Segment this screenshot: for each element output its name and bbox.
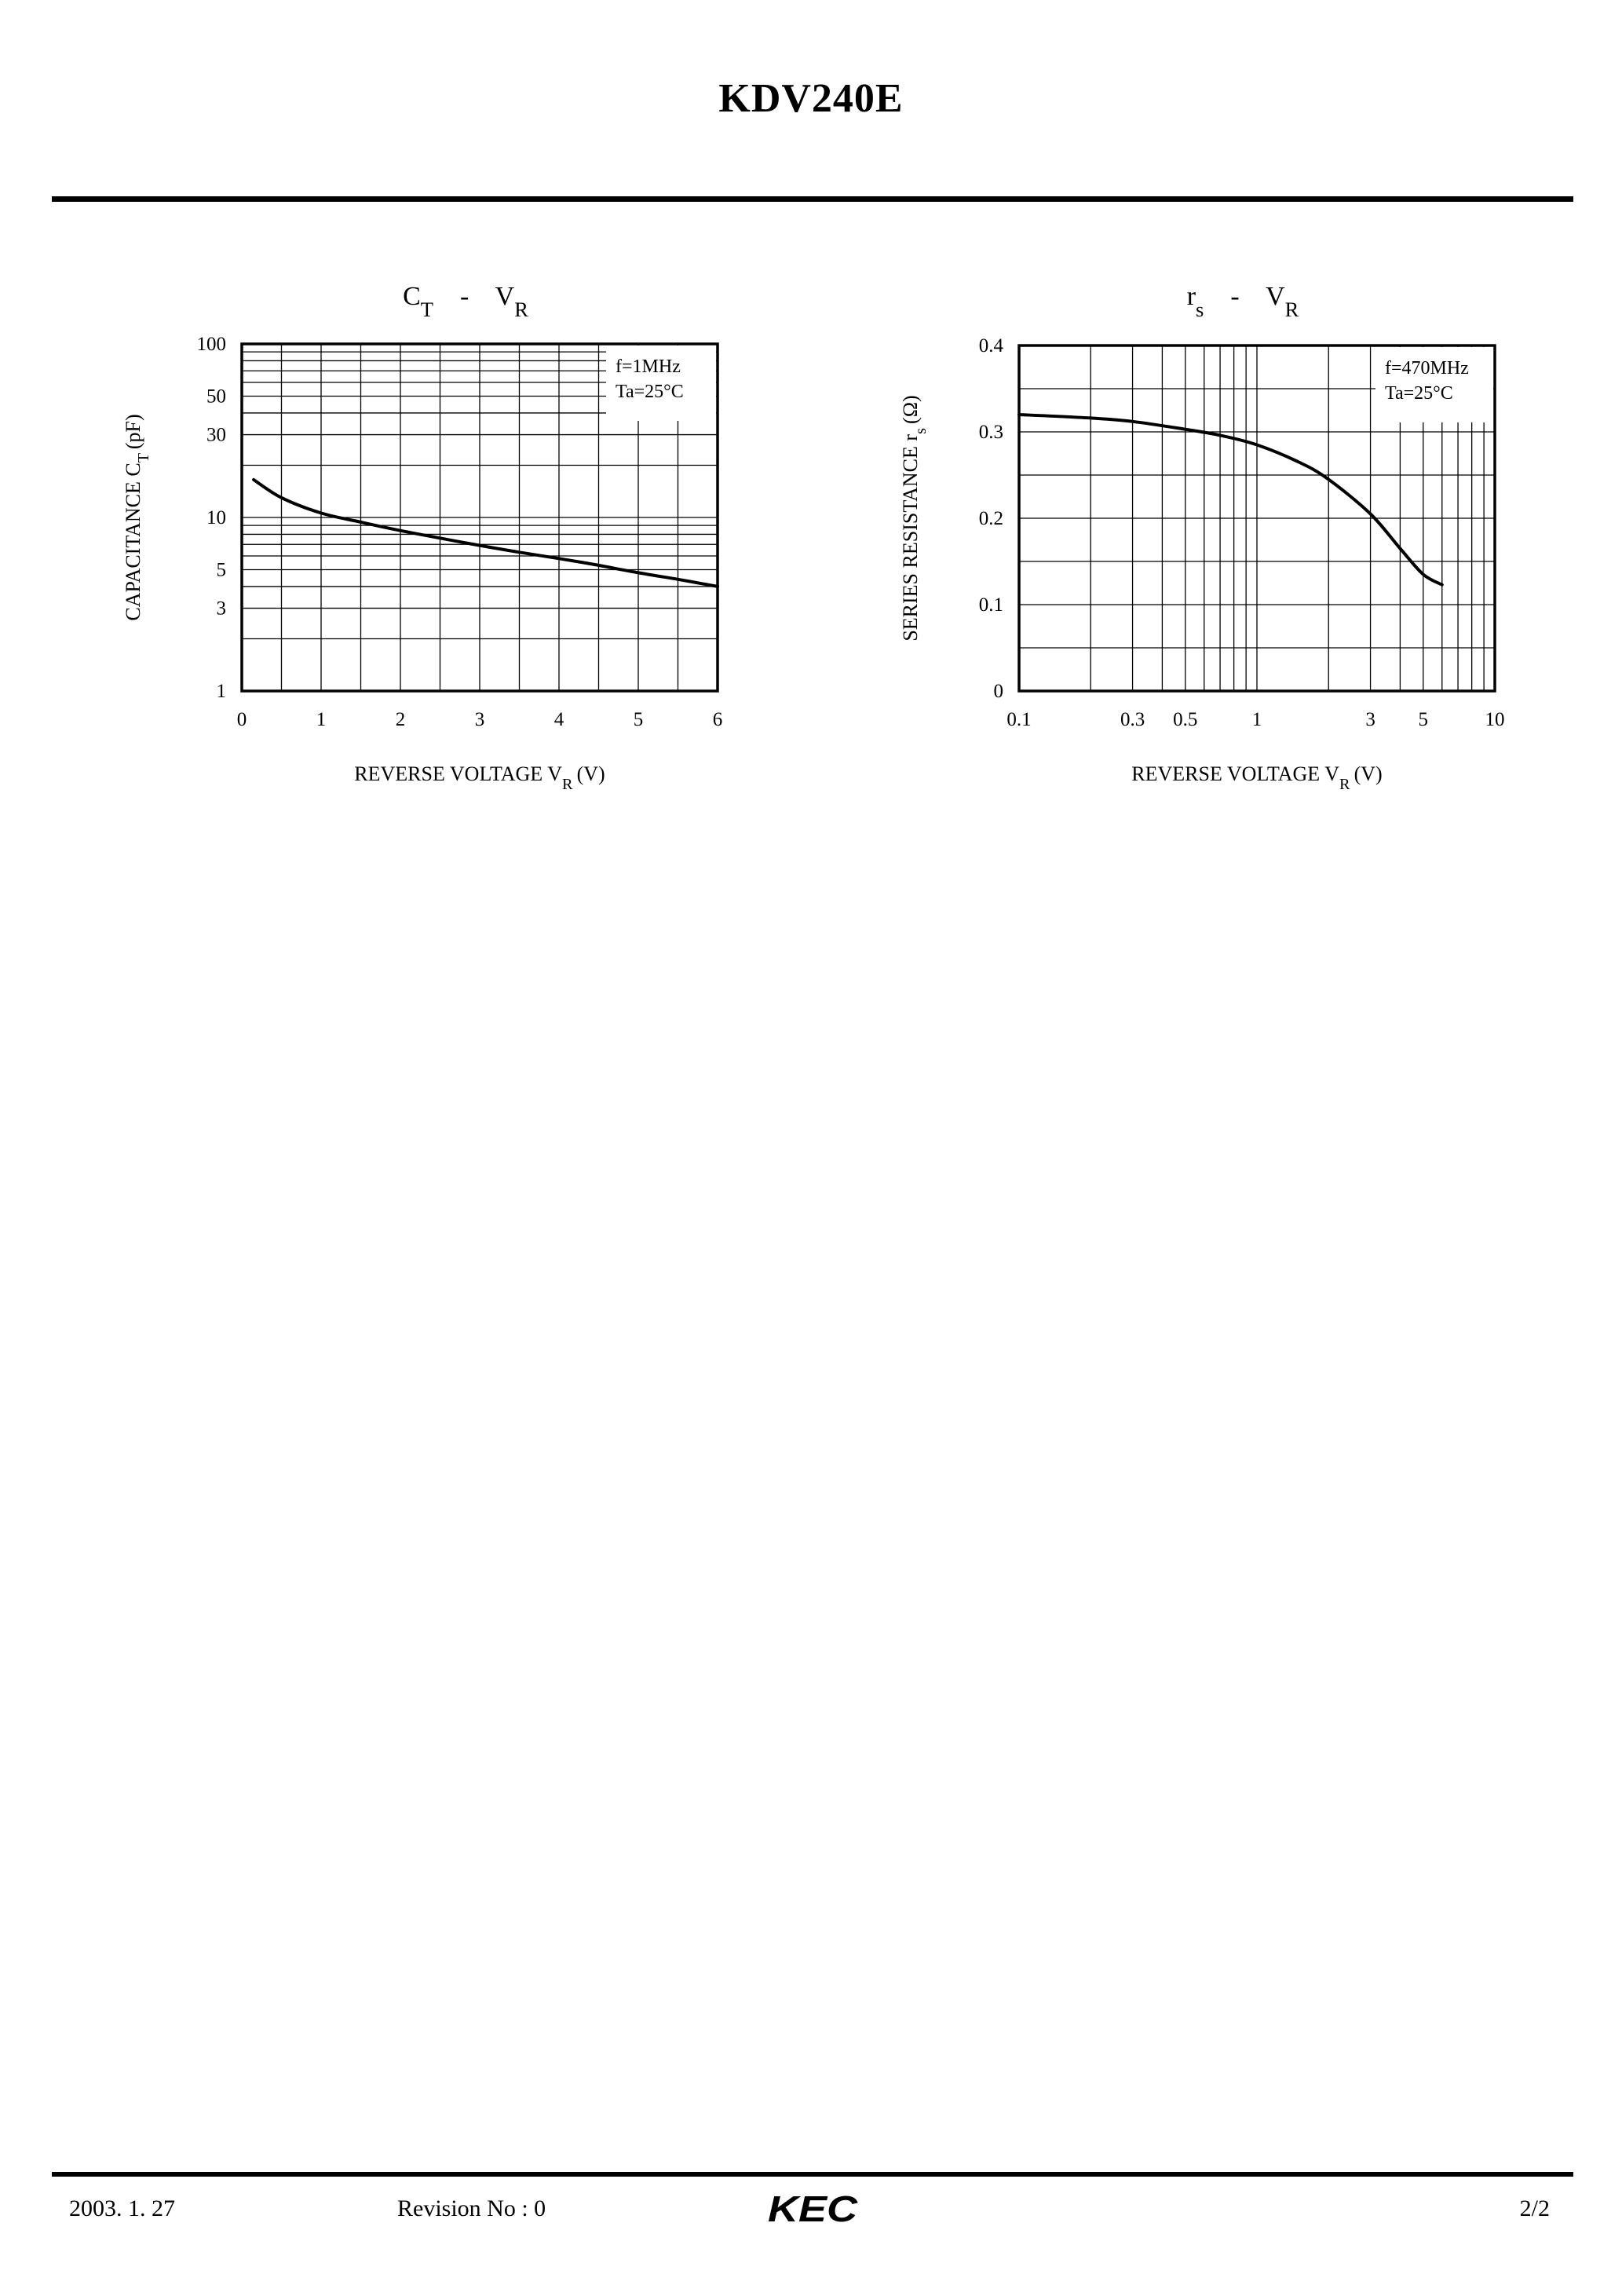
document-title: KDV240E [718,76,904,121]
x-tick-label: 3 [1365,709,1375,730]
header-rule [52,196,1573,202]
series-curve [1017,413,1444,587]
y-tick-label: 10 [206,507,226,528]
condition-label: Ta=25°C [616,382,684,402]
footer-revision: Revision No : 0 [397,2195,546,2221]
x-tick-label: 0.1 [1006,709,1031,730]
plot-frame [1017,344,1496,693]
y-axis-label: SERIES RESISTANCE rs (Ω) [899,395,930,641]
y-tick-label: 50 [206,386,226,408]
x-tick-label: 4 [554,709,564,730]
kec-logo: KEC [768,2189,858,2228]
y-tick-label: 0 [994,681,1004,702]
y-tick-label: 5 [217,560,227,581]
x-tick-label: 0.5 [1173,709,1197,730]
conditions-box [1375,347,1493,422]
y-tick-label: 0.2 [979,508,1003,529]
x-axis-label: REVERSE VOLTAGE VR (V) [1131,762,1382,793]
series-curve [252,477,719,588]
condition-label: Ta=25°C [1385,383,1453,404]
y-tick-label: 0.3 [979,422,1003,443]
y-axis-label: CAPACITANCE CT (pF) [122,414,152,620]
y-tick-label: 0.4 [979,335,1004,356]
condition-label: f=1MHz [616,356,681,377]
x-tick-label: 5 [634,709,644,730]
x-tick-label: 0 [237,709,247,730]
x-tick-label: 3 [475,709,485,730]
svg-text:KEC: KEC [768,2189,858,2228]
chart-title: CT - VR [403,282,528,321]
footer-page-number: 2/2 [1519,2195,1550,2221]
y-tick-label: 100 [197,334,227,355]
x-axis-label: REVERSE VOLTAGE VR (V) [354,762,605,793]
chart-title: rs - VR [1187,282,1299,321]
y-tick-label: 0.1 [979,594,1003,616]
y-tick-label: 30 [206,425,226,446]
y-tick-label: 1 [217,681,227,702]
x-tick-label: 1 [1252,709,1262,730]
footer-date: 2003. 1. 27 [69,2195,175,2221]
footer-rule [52,2172,1573,2177]
conditions-box [606,345,716,421]
x-tick-label: 1 [316,709,327,730]
x-tick-label: 6 [713,709,723,730]
y-tick-label: 3 [217,598,227,620]
grid [1018,345,1496,692]
x-tick-label: 2 [396,709,406,730]
x-tick-label: 5 [1419,709,1429,730]
x-tick-label: 10 [1485,709,1505,730]
x-tick-label: 0.3 [1120,709,1145,730]
condition-label: f=470MHz [1385,358,1469,378]
plot-frame [240,342,719,693]
